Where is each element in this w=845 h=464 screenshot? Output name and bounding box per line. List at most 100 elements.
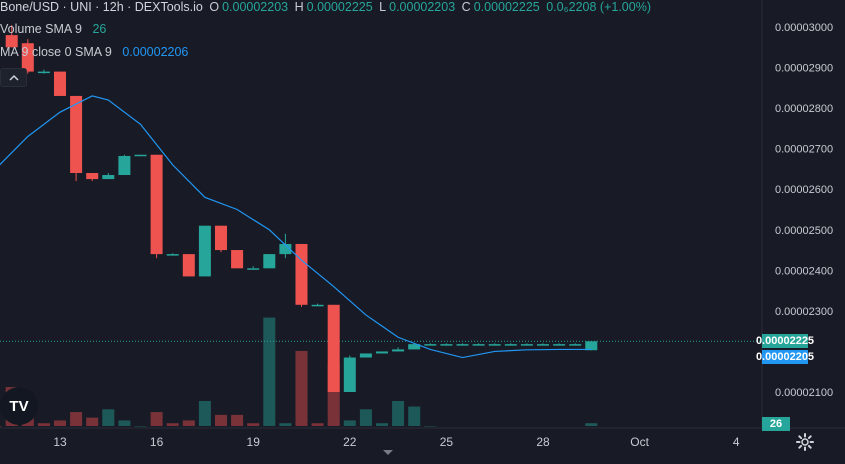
volume-bar — [215, 414, 227, 426]
change-value: 0.0₆2208 (+1.00%) — [546, 0, 651, 14]
candle-body — [569, 344, 582, 346]
volume-bar — [279, 423, 292, 426]
high-value: 0.00002225 — [306, 0, 373, 14]
candle-body — [359, 353, 372, 358]
y-tick-label: 0.00002300 — [775, 306, 833, 318]
volume-bar — [263, 317, 276, 426]
y-tick-label: 0.00002100 — [775, 387, 833, 399]
low-value: 0.00002203 — [389, 0, 456, 14]
volume-bar — [585, 423, 598, 426]
volume-bar — [247, 423, 260, 426]
x-tick-label: 16 — [150, 435, 164, 449]
ma-value: 0.00002206 — [122, 45, 189, 59]
candle-body — [585, 341, 598, 351]
candle-body — [166, 254, 179, 256]
tradingview-logo[interactable]: TV — [0, 387, 38, 425]
volume-bar — [198, 400, 211, 426]
candle-body — [472, 344, 485, 346]
y-tick-label: 0.00002500 — [775, 225, 833, 237]
volume-bar — [166, 423, 179, 426]
volume-bar — [70, 412, 83, 426]
candle-body — [456, 344, 469, 346]
ma-price-badge: 0.00002205 — [755, 350, 815, 364]
volume-bar — [150, 412, 163, 426]
candle-body — [215, 225, 227, 251]
x-tick-label: 19 — [247, 435, 261, 449]
volume-bar — [408, 406, 421, 426]
x-tick-label: 22 — [343, 435, 357, 449]
volume-bar — [392, 400, 405, 426]
y-tick-label: 0.00002700 — [775, 144, 833, 156]
candle-body — [134, 154, 147, 157]
symbol-title[interactable]: Bone/USD · UNI · 12h · DEXTools.io — [0, 0, 203, 14]
volume-bar — [118, 420, 131, 426]
candle-body — [504, 344, 517, 346]
x-tick-label: 13 — [53, 435, 67, 449]
close-key: C — [461, 0, 471, 14]
candle-body — [21, 43, 34, 72]
candle-body — [182, 254, 195, 277]
x-tick-label: 4 — [733, 435, 740, 449]
volume-bar — [0, 426, 2, 427]
candle-body — [376, 351, 388, 354]
ma-legend[interactable]: MA 9 close 0 SMA 9 0.00002206 — [0, 45, 191, 59]
x-tick-label: 25 — [440, 435, 454, 449]
volume-bar — [134, 426, 147, 427]
volume-badge: 26 — [762, 417, 790, 431]
symbol-legend[interactable]: Bone/USD · UNI · 12h · DEXTools.io O 0.00… — [0, 0, 654, 14]
last-price-badge: 0.00002225 — [755, 334, 815, 348]
y-tick-label: 0.00002600 — [775, 184, 833, 196]
candle-body — [54, 71, 66, 96]
x-tick-label: Oct — [630, 435, 649, 449]
candle-body — [102, 175, 115, 180]
volume-bar — [231, 414, 244, 426]
x-tick-label: 28 — [536, 435, 550, 449]
tradingview-logo-text: TV — [9, 397, 29, 415]
gear-icon — [796, 433, 814, 451]
volume-bar — [311, 423, 324, 426]
volume-bar — [102, 409, 115, 426]
y-tick-label: 0.00003000 — [775, 22, 833, 34]
candle-body — [311, 304, 324, 307]
y-tick-label: 0.00002900 — [775, 63, 833, 75]
volume-bar — [295, 350, 308, 426]
candle-body — [247, 268, 260, 270]
close-value: 0.00002225 — [473, 0, 540, 14]
volume-bar — [54, 420, 66, 426]
candle-body — [198, 225, 211, 277]
ma-line — [0, 95, 592, 359]
candle-body — [327, 304, 340, 392]
high-key: H — [294, 0, 304, 14]
candle-body — [279, 243, 292, 255]
candle-body — [408, 344, 421, 350]
candle-body — [343, 357, 356, 392]
candle-body — [520, 344, 533, 346]
candle-body — [150, 154, 163, 255]
candle-body — [537, 344, 549, 346]
volume-bar — [359, 409, 372, 426]
volume-value: 26 — [92, 22, 107, 36]
volume-bar — [86, 417, 99, 426]
candle-body — [118, 155, 131, 176]
volume-bar — [376, 423, 388, 426]
candle-body — [37, 71, 50, 74]
price-axis-bg — [762, 0, 845, 459]
volume-bar — [182, 420, 195, 426]
volume-bar — [37, 423, 50, 426]
chevron-up-icon — [8, 74, 19, 81]
volume-legend[interactable]: Volume SMA 9 26 — [0, 22, 109, 36]
collapse-legend-button[interactable] — [0, 68, 27, 87]
time-marker-icon — [383, 450, 393, 455]
settings-button[interactable] — [795, 432, 815, 452]
volume-label[interactable]: Volume SMA 9 — [0, 22, 82, 36]
candle-body — [263, 254, 276, 269]
y-tick-label: 0.00002400 — [775, 265, 833, 277]
ma-label[interactable]: MA 9 close 0 SMA 9 — [0, 45, 112, 59]
candle-body — [424, 344, 437, 346]
candle-body — [440, 344, 453, 346]
volume-bar — [424, 426, 437, 427]
candle-body — [86, 173, 99, 180]
candle-body — [392, 349, 405, 352]
